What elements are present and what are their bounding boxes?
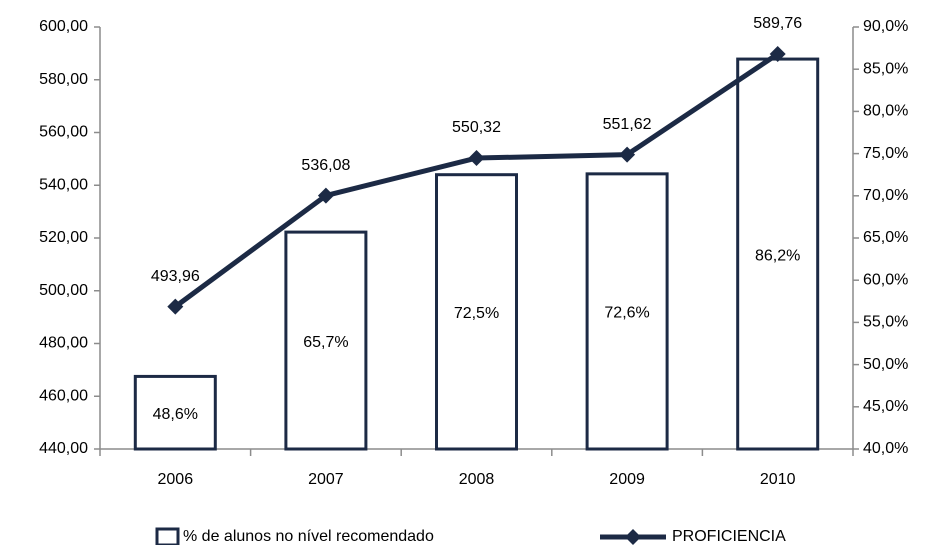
y-tick-label: 600,00 <box>39 18 88 35</box>
y-tick-label: 500,00 <box>39 282 88 299</box>
line-value-label: 589,76 <box>753 15 802 32</box>
x-tick-label: 2009 <box>609 471 645 488</box>
bar <box>585 172 669 451</box>
legend-label: PROFICIENCIA <box>672 528 786 545</box>
bar <box>133 374 217 451</box>
y2-tick-label: 80,0% <box>863 103 908 120</box>
line-value-label: 550,32 <box>452 119 501 136</box>
y2-tick-label: 50,0% <box>863 356 908 373</box>
line-marker <box>468 150 485 167</box>
y2-tick-label: 70,0% <box>863 187 908 204</box>
x-tick-label: 2008 <box>459 471 495 488</box>
bar-value-label: 72,5% <box>454 305 499 322</box>
y-tick-label: 440,00 <box>39 440 88 457</box>
y2-tick-label: 55,0% <box>863 314 908 331</box>
line-value-label: 551,62 <box>603 116 652 133</box>
bar <box>736 57 820 451</box>
y2-tick-label: 75,0% <box>863 145 908 162</box>
y2-tick-label: 85,0% <box>863 60 908 77</box>
y2-tick-label: 45,0% <box>863 398 908 415</box>
y-tick-label: 580,00 <box>39 71 88 88</box>
legend-marker <box>625 529 641 545</box>
y-tick-label: 480,00 <box>39 335 88 352</box>
y2-tick-label: 90,0% <box>863 18 908 35</box>
line-marker <box>317 187 334 204</box>
y2-tick-label: 65,0% <box>863 229 908 246</box>
bar <box>284 230 368 451</box>
x-tick-label: 2007 <box>308 471 344 488</box>
y-tick-label: 540,00 <box>39 176 88 193</box>
line-value-label: 536,08 <box>301 157 350 174</box>
bar-value-label: 65,7% <box>303 334 348 351</box>
x-tick-label: 2010 <box>760 471 796 488</box>
bar-value-label: 72,6% <box>604 305 649 322</box>
legend-label: % de alunos no nível recomendado <box>183 528 434 545</box>
line-marker <box>167 298 184 315</box>
legend-swatch <box>155 527 180 545</box>
y2-tick-label: 40,0% <box>863 440 908 457</box>
y-tick-label: 560,00 <box>39 124 88 141</box>
x-tick-label: 2006 <box>158 471 194 488</box>
line-marker <box>769 46 786 63</box>
bar <box>435 173 518 451</box>
y-tick-label: 520,00 <box>39 229 88 246</box>
y2-tick-label: 60,0% <box>863 271 908 288</box>
y-tick-label: 460,00 <box>39 387 88 404</box>
line-marker <box>619 146 636 163</box>
line-value-label: 493,96 <box>151 268 200 285</box>
bar-value-label: 48,6% <box>153 406 198 423</box>
bar-value-label: 86,2% <box>755 247 800 264</box>
